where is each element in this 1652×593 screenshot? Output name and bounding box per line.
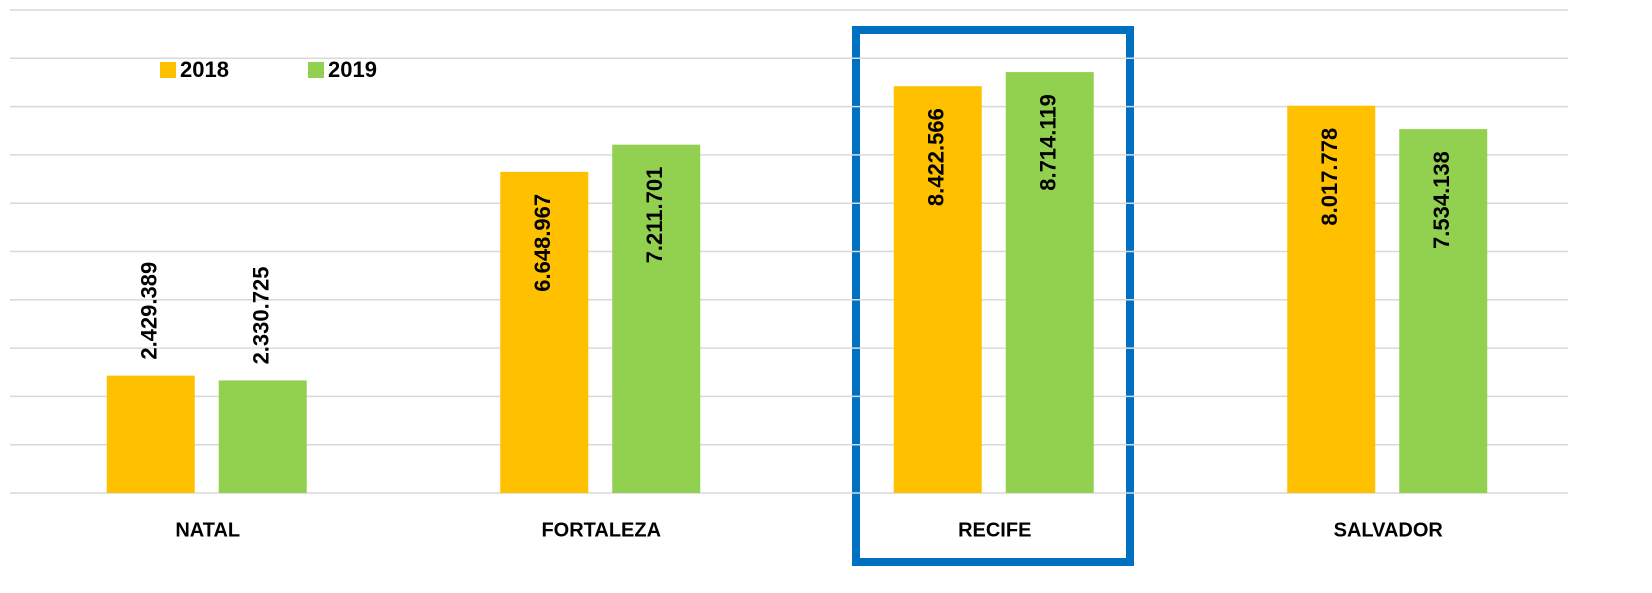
- data-label: 7.534.138: [1429, 151, 1454, 249]
- bar: [1287, 105, 1376, 493]
- x-tick-label: FORTALEZA: [541, 519, 661, 541]
- data-label: 8.714.119: [1036, 94, 1061, 191]
- legend-label: 2018: [180, 57, 229, 82]
- data-label: 8.017.778: [1317, 128, 1342, 226]
- plot: 2018 2019 NATAL 2.429.389 2.330.725 FORTALEZA…: [10, 9, 1568, 541]
- legend-swatch: [160, 62, 176, 78]
- data-label: 8.422.566: [924, 108, 949, 206]
- bar: [1005, 72, 1094, 493]
- data-label: 7.211.701: [642, 167, 667, 264]
- data-label: 2.429.389: [137, 262, 162, 360]
- legend-swatch: [308, 62, 324, 78]
- bar: [612, 144, 701, 493]
- bar: [218, 380, 307, 493]
- bar: [1399, 129, 1488, 493]
- x-tick-label: SALVADOR: [1334, 519, 1444, 541]
- x-tick-label: NATAL: [175, 519, 240, 541]
- legend-label: 2019: [328, 57, 377, 82]
- bar: [106, 375, 195, 493]
- bar: [893, 86, 982, 493]
- highlight-box: [852, 26, 1134, 566]
- data-label: 6.648.967: [530, 194, 555, 292]
- x-tick-label: RECIFE: [958, 519, 1031, 541]
- bar: [500, 171, 589, 493]
- data-label: 2.330.725: [249, 267, 274, 365]
